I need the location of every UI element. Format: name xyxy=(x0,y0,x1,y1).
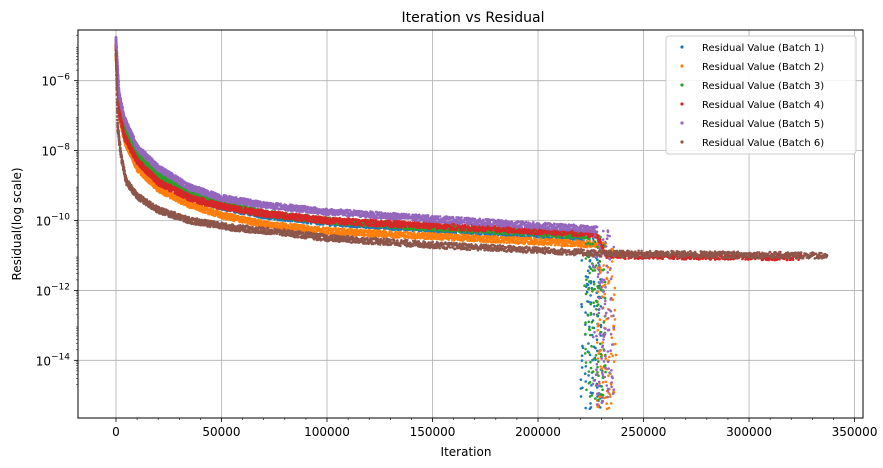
data-point xyxy=(566,244,570,248)
data-points xyxy=(114,35,829,411)
data-point xyxy=(607,374,610,378)
data-point xyxy=(581,346,585,350)
data-point xyxy=(327,231,330,235)
data-point xyxy=(588,353,592,357)
data-point xyxy=(587,374,590,377)
data-point xyxy=(613,286,617,290)
data-point xyxy=(579,378,583,382)
data-point xyxy=(596,324,600,328)
data-point xyxy=(523,242,526,245)
data-point xyxy=(580,366,584,369)
data-point xyxy=(598,318,602,321)
data-point xyxy=(588,259,591,263)
data-point xyxy=(591,237,595,240)
data-point xyxy=(580,359,584,362)
data-point xyxy=(603,292,607,296)
chart-title: Iteration vs Residual xyxy=(402,10,545,26)
data-point xyxy=(596,290,600,293)
data-point xyxy=(596,329,599,332)
data-point xyxy=(599,305,603,308)
data-point xyxy=(609,402,613,405)
data-point xyxy=(610,336,614,340)
data-point xyxy=(596,357,600,360)
data-point xyxy=(591,376,594,380)
data-point xyxy=(588,325,591,329)
data-point xyxy=(614,353,618,357)
data-point xyxy=(613,293,616,296)
data-point xyxy=(601,341,604,344)
data-point xyxy=(579,395,583,398)
data-point xyxy=(613,308,617,312)
data-point xyxy=(610,260,614,263)
data-point xyxy=(593,304,596,308)
data-point xyxy=(589,402,592,405)
data-point xyxy=(609,352,613,356)
data-point xyxy=(601,380,605,384)
data-point xyxy=(610,275,614,278)
data-point xyxy=(586,283,590,287)
data-point xyxy=(611,354,614,358)
data-point xyxy=(591,391,594,395)
data-point xyxy=(342,227,346,230)
data-point xyxy=(586,269,590,273)
data-point xyxy=(276,222,280,225)
data-point xyxy=(599,325,603,329)
data-point xyxy=(580,303,583,306)
data-point xyxy=(595,338,599,342)
data-point xyxy=(584,365,588,368)
data-point xyxy=(588,407,592,411)
data-point xyxy=(596,341,599,344)
data-point xyxy=(580,354,584,358)
data-point xyxy=(608,355,611,359)
data-point xyxy=(584,311,587,314)
data-point xyxy=(428,232,432,235)
data-point xyxy=(592,280,596,284)
data-point xyxy=(412,231,416,234)
data-point xyxy=(580,305,583,309)
data-point xyxy=(584,380,587,383)
data-point xyxy=(586,275,590,279)
data-point xyxy=(592,345,596,349)
data-point xyxy=(596,405,600,409)
data-point xyxy=(607,406,611,410)
data-point xyxy=(583,372,587,376)
data-point xyxy=(587,342,590,345)
data-point xyxy=(587,300,590,304)
data-point xyxy=(596,349,599,353)
data-point xyxy=(467,233,471,237)
data-point xyxy=(584,406,587,410)
data-point xyxy=(204,211,207,214)
data-point xyxy=(612,360,616,364)
data-point xyxy=(589,294,592,297)
data-point xyxy=(431,232,434,235)
data-point xyxy=(581,386,584,390)
data-point xyxy=(596,322,600,326)
data-point xyxy=(580,259,584,262)
data-point xyxy=(605,402,608,405)
